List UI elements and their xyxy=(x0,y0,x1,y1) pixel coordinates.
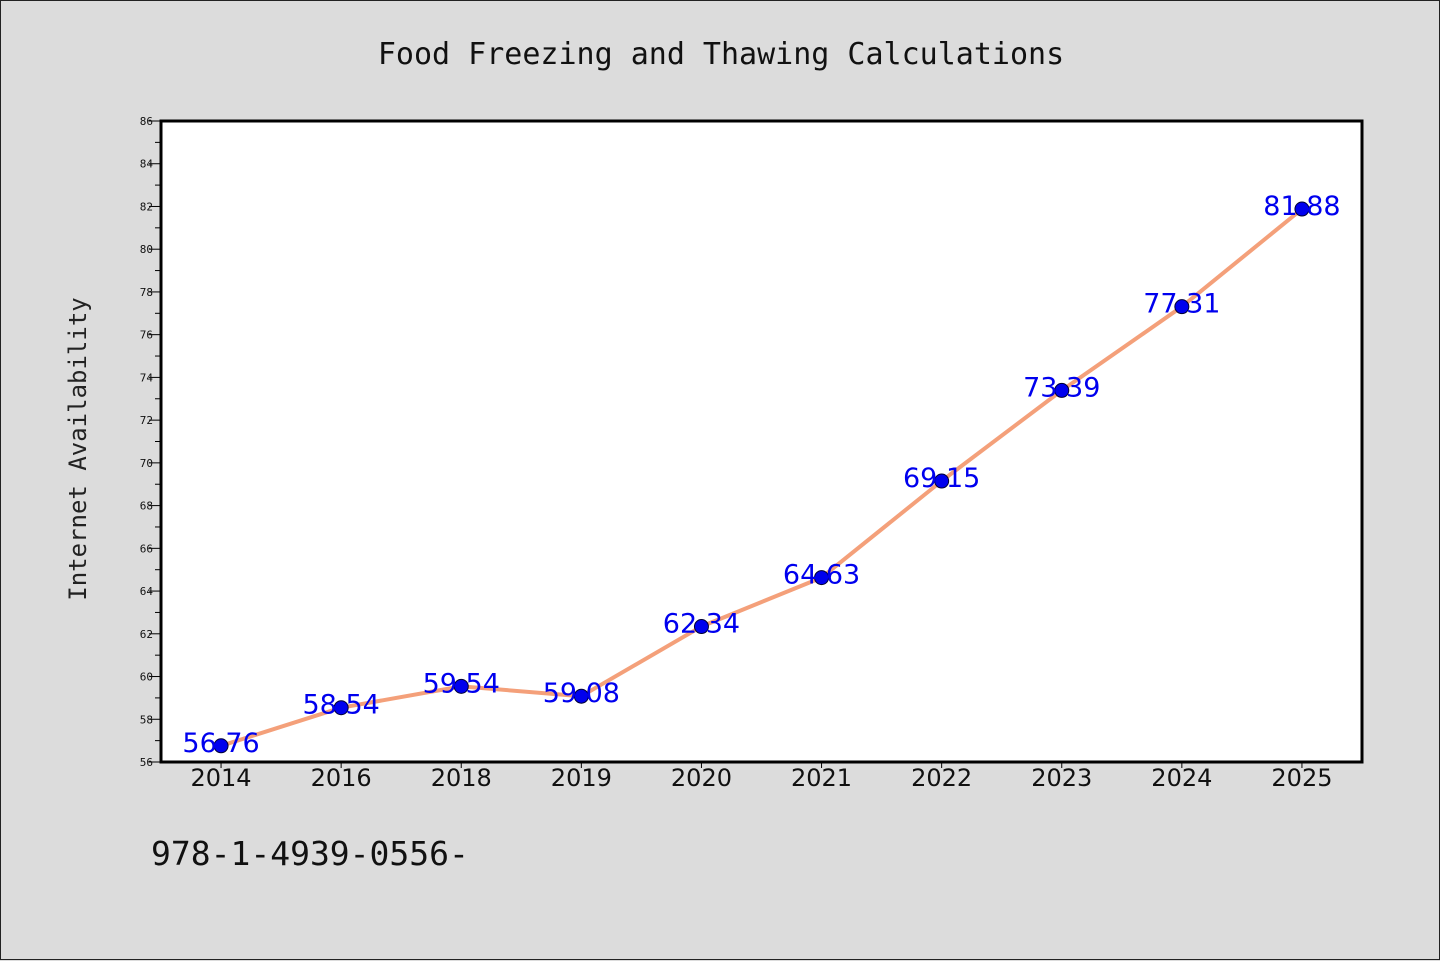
y-tick-label: 84 xyxy=(140,158,154,171)
series-line xyxy=(220,207,1304,748)
x-tick-label: 2025 xyxy=(1271,764,1332,792)
x-tick-label: 2020 xyxy=(671,764,732,792)
y-axis-label: Internet Availability xyxy=(64,297,92,600)
y-tick-label: 76 xyxy=(140,329,153,342)
series-group xyxy=(213,201,1310,754)
data-point xyxy=(1054,382,1070,398)
data-point xyxy=(1174,299,1190,315)
x-tick-label: 2022 xyxy=(911,764,972,792)
data-point xyxy=(934,473,950,489)
plot-area xyxy=(159,119,1364,764)
data-label: 59.54 xyxy=(423,668,500,699)
data-label: 56.76 xyxy=(182,728,259,759)
x-tick-label: 2023 xyxy=(1031,764,1092,792)
x-tick-label: 2016 xyxy=(311,764,372,792)
data-label: 81.88 xyxy=(1263,191,1340,222)
x-tick-label: 2021 xyxy=(791,764,852,792)
data-label: 58.54 xyxy=(303,690,380,721)
y-tick-label: 64 xyxy=(140,585,154,598)
data-point xyxy=(1294,201,1310,217)
data-label: 59.08 xyxy=(543,678,620,709)
data-label: 69.15 xyxy=(903,463,980,494)
data-point xyxy=(213,738,229,754)
y-axis-ticks: 56 58 60 62 64 66 68 70 72 74 76 78 80 82 84 86 xyxy=(140,115,161,769)
chart-title: Food Freezing and Thawing Calculations xyxy=(378,37,1064,72)
data-point xyxy=(573,688,589,704)
x-tick-label: 2018 xyxy=(431,764,492,792)
y-tick-label: 58 xyxy=(140,713,153,726)
x-axis-ticks: 2014 2016 2018 2019 2020 2021 2022 2023 2024 2025 xyxy=(191,762,1332,792)
y-tick-label: 62 xyxy=(140,628,153,641)
y-tick-label: 82 xyxy=(140,200,153,213)
data-point xyxy=(814,570,830,586)
y-tick-label: 78 xyxy=(140,286,153,299)
x-tick-label: 2019 xyxy=(551,764,612,792)
y-tick-label: 60 xyxy=(140,671,153,684)
x-tick-label: 2024 xyxy=(1151,764,1212,792)
data-point xyxy=(693,619,709,635)
y-tick-label: 56 xyxy=(140,756,153,769)
y-tick-label: 70 xyxy=(140,457,153,470)
y-tick-label: 68 xyxy=(140,500,153,513)
data-label: 62.34 xyxy=(663,609,740,640)
data-label: 64.63 xyxy=(783,560,860,591)
y-tick-label: 72 xyxy=(140,414,153,427)
y-tick-label: 66 xyxy=(140,542,153,555)
footnote-text: 978-1-4939-0556- xyxy=(151,834,469,873)
y-tick-label: 86 xyxy=(140,115,153,128)
y-tick-label: 80 xyxy=(140,243,153,256)
data-point xyxy=(333,700,349,716)
data-labels: 56.76 58.54 59.54 59.08 62.34 64.63 69.15 73.39… xyxy=(182,191,1340,759)
y-tick-label: 74 xyxy=(140,371,154,384)
data-point xyxy=(453,678,469,694)
data-label: 73.39 xyxy=(1023,372,1100,403)
data-label: 77.31 xyxy=(1143,289,1220,320)
x-tick-label: 2014 xyxy=(191,764,252,792)
